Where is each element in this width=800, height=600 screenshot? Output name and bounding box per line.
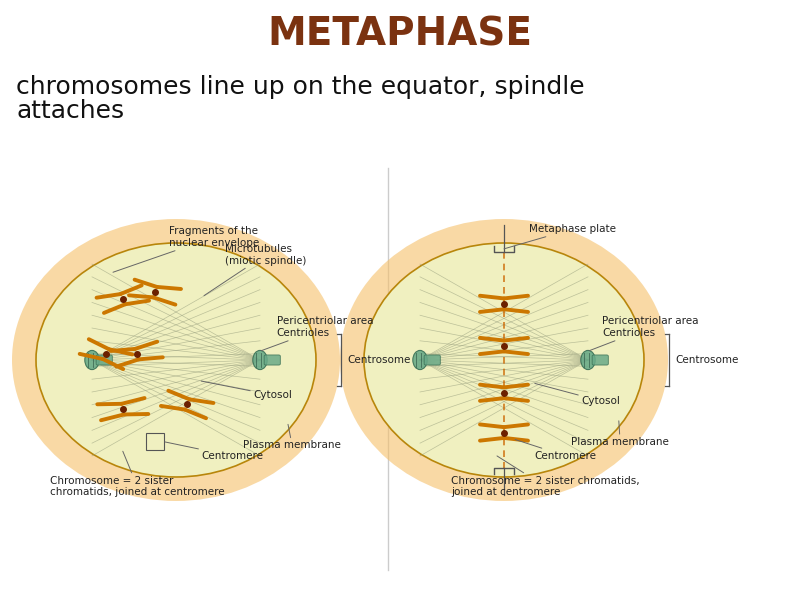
Bar xyxy=(146,433,164,450)
Text: Centrosome: Centrosome xyxy=(675,355,739,365)
Ellipse shape xyxy=(364,243,644,477)
Text: Microtubules
(miotic spindle): Microtubules (miotic spindle) xyxy=(204,244,306,296)
Text: chromosomes line up on the equator, spindle: chromosomes line up on the equator, spin… xyxy=(16,75,585,99)
FancyBboxPatch shape xyxy=(96,355,112,365)
Ellipse shape xyxy=(413,350,427,370)
Text: Chromosome = 2 sister
chromatids, joined at centromere: Chromosome = 2 sister chromatids, joined… xyxy=(50,451,225,497)
Text: attaches: attaches xyxy=(16,99,124,123)
FancyBboxPatch shape xyxy=(264,355,280,365)
Ellipse shape xyxy=(12,219,340,501)
Ellipse shape xyxy=(85,350,99,370)
Text: METAPHASE: METAPHASE xyxy=(267,15,533,53)
Text: Plasma membrane: Plasma membrane xyxy=(571,421,669,447)
FancyBboxPatch shape xyxy=(592,355,608,365)
Text: Centromere: Centromere xyxy=(515,440,597,461)
Ellipse shape xyxy=(340,219,668,501)
Text: Centromere: Centromere xyxy=(165,442,263,461)
Ellipse shape xyxy=(581,350,595,370)
Text: Cytosol: Cytosol xyxy=(202,381,292,400)
Text: Pericentriolar area
Centrioles: Pericentriolar area Centrioles xyxy=(262,316,374,350)
Text: Centrosome: Centrosome xyxy=(348,355,411,365)
Text: Chromosome = 2 sister chromatids,
joined at centromere: Chromosome = 2 sister chromatids, joined… xyxy=(451,456,639,497)
Ellipse shape xyxy=(36,243,316,477)
Ellipse shape xyxy=(253,350,267,370)
Text: Cytosol: Cytosol xyxy=(534,383,620,406)
FancyBboxPatch shape xyxy=(424,355,440,365)
Text: Pericentriolar area
Centrioles: Pericentriolar area Centrioles xyxy=(590,316,698,350)
Text: Fragments of the
nuclear envelope: Fragments of the nuclear envelope xyxy=(113,226,259,272)
Text: Plasma membrane: Plasma membrane xyxy=(243,424,341,451)
Text: Metaphase plate: Metaphase plate xyxy=(504,224,616,249)
